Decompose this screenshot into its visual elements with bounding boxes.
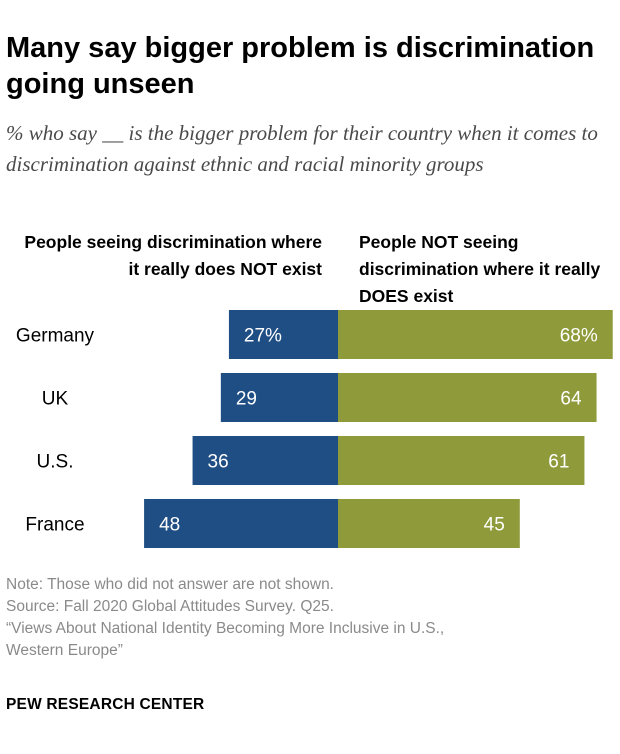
category-label-uk: UK [42, 389, 69, 410]
note-text: Note: Those who did not answer are not s… [6, 576, 334, 593]
report-title-line2: Western Europe” [6, 642, 123, 659]
data-label-left-france: 48 [159, 515, 180, 536]
bar-left-germany [228, 310, 338, 359]
data-label-left-uk: 29 [236, 389, 257, 410]
report-title-line1: “Views About National Identity Becoming … [6, 620, 445, 637]
notes-block: Note: Those who did not answer are not s… [6, 574, 606, 662]
chart-subtitle: % who say __ is the bigger problem for t… [6, 121, 598, 176]
data-label-left-germany: 27% [244, 326, 282, 347]
bar-right-france [338, 499, 520, 548]
bar-right-uk [338, 373, 597, 422]
data-label-right-france: 45 [484, 515, 505, 536]
category-label-u-s: U.S. [37, 452, 74, 473]
left-column-header: People seeing discrimination where it re… [24, 232, 322, 279]
data-label-right-uk: 64 [560, 389, 582, 410]
diverging-bar-chart: Germany 27% 68% UK 29 64 U.S. 36 61 France 48 45 [16, 310, 613, 548]
bar-left-uk [220, 373, 338, 422]
data-label-right-u-s: 61 [548, 452, 569, 473]
category-label-germany: Germany [16, 326, 95, 347]
right-column-header: People NOT seeing discrimination where i… [359, 232, 601, 306]
source-text: Source: Fall 2020 Global Attitudes Surve… [6, 598, 334, 615]
bar-right-u-s [338, 436, 585, 485]
bar-left-u-s [192, 436, 338, 485]
data-label-left-u-s: 36 [208, 452, 229, 473]
pew-logo-text: PEW RESEARCH CENTER [6, 696, 205, 713]
bar-right-germany [338, 310, 613, 359]
category-label-france: France [25, 515, 84, 536]
bar-left-france [144, 499, 338, 548]
data-label-right-germany: 68% [560, 326, 598, 347]
chart-title: Many say bigger problem is discriminatio… [6, 32, 595, 100]
